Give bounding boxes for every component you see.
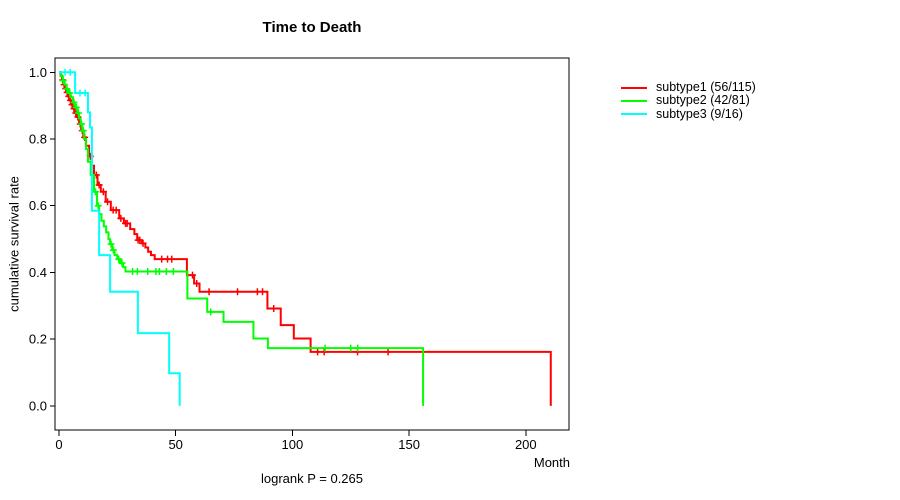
legend-label-subtype3: subtype3 (9/16)	[656, 106, 743, 121]
censor-marks-subtype2	[59, 77, 362, 352]
legend-item-subtype3: subtype3 (9/16)	[621, 106, 756, 121]
survival-curve-subtype1	[59, 71, 552, 406]
legend-item-subtype1: subtype1 (56/115)	[621, 80, 756, 94]
x-axis-label: Month	[533, 455, 570, 470]
x-axis-tick-label: 150	[398, 437, 420, 452]
y-axis-tick-label: 0.2	[29, 332, 47, 347]
x-axis-tick-label: 0	[55, 437, 62, 452]
survival-curve-subtype3	[59, 71, 181, 406]
legend-label-subtype2: subtype2 (42/81)	[656, 93, 750, 108]
legend-swatch-subtype3	[621, 113, 647, 116]
censor-marks-subtype3	[61, 68, 89, 97]
logrank-annotation: logrank P = 0.265	[260, 471, 364, 486]
y-axis-tick-label: 0.8	[29, 132, 47, 147]
chart-title: Time to Death	[262, 19, 362, 36]
legend-label-subtype1: subtype1 (56/115)	[656, 80, 756, 94]
x-axis-tick-label: 200	[515, 437, 537, 452]
y-axis-tick-label: 0.6	[29, 198, 47, 213]
plot-box	[54, 57, 570, 431]
y-axis-tick-label: 0.0	[29, 398, 47, 413]
x-axis-tick-label: 100	[282, 437, 304, 452]
legend: subtype1 (56/115) subtype2 (42/81) subtype…	[621, 80, 756, 121]
survival-curve-subtype2	[59, 71, 425, 406]
legend-item-subtype2: subtype2 (42/81)	[621, 93, 756, 108]
y-axis-tick-label: 0.4	[29, 265, 47, 280]
legend-swatch-subtype1	[621, 86, 647, 89]
legend-swatch-subtype2	[621, 100, 647, 103]
x-axis-tick-label: 50	[168, 437, 182, 452]
y-axis-tick-label: 1.0	[29, 65, 47, 80]
censor-marks-subtype1	[59, 76, 392, 356]
